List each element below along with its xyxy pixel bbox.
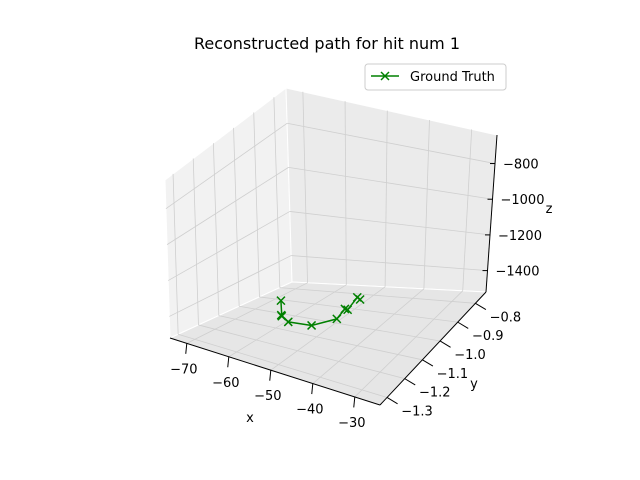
- data-point-marker: [355, 294, 365, 305]
- z-axis-label: z: [546, 202, 553, 217]
- legend: Ground Truth: [364, 63, 507, 91]
- y-tick: [439, 340, 451, 348]
- y-tick-label: −1.3: [401, 404, 433, 419]
- y-tick: [422, 359, 434, 367]
- y-tick: [404, 378, 416, 386]
- legend-label: Ground Truth: [410, 70, 495, 85]
- data-point-marker: [340, 304, 350, 314]
- y-tick-label: −1.2: [419, 386, 451, 401]
- tick-marks: −70 −60 −50 −40 −30 −1.3 −1.2 −1.1 −1.0 −0.9 −0.8 −…: [170, 158, 544, 431]
- chart-title: Reconstructed path for hit num 1: [194, 34, 460, 53]
- legend-marker: [380, 71, 390, 81]
- y-tick: [457, 321, 469, 329]
- x-tick-label: −70: [170, 362, 197, 377]
- y-tick-label: −0.8: [490, 310, 522, 325]
- legend-frame: [364, 63, 507, 91]
- y-axis-line: [379, 291, 487, 406]
- series-layer: [276, 292, 365, 330]
- data-point-marker: [276, 296, 286, 306]
- data-point-marker: [283, 317, 293, 327]
- y-axis-label: y: [470, 377, 478, 392]
- x-tick-label: −60: [212, 376, 239, 391]
- y-tick-label: −1.0: [454, 348, 486, 363]
- data-point-marker: [343, 305, 353, 315]
- z-axis-line: [485, 134, 498, 293]
- y-tick: [475, 302, 487, 311]
- x-tick: [227, 356, 230, 368]
- y-tick-label: −1.1: [437, 367, 469, 382]
- x-axis-line: [169, 337, 381, 406]
- x-tick: [311, 383, 314, 395]
- grid-lines: [165, 91, 496, 398]
- pane-backgrounds: [164, 87, 498, 406]
- y-tick: [386, 397, 398, 405]
- z-tick-label: −1200: [498, 229, 542, 244]
- z-tick-label: −1400: [496, 265, 540, 280]
- x-axis-label: x: [246, 411, 254, 426]
- z-tick-label: −800: [503, 158, 539, 173]
- axis-lines: [169, 134, 498, 406]
- x-tick: [269, 370, 272, 381]
- x-tick: [185, 343, 188, 354]
- x-tick: [353, 396, 356, 408]
- data-point-marker: [332, 314, 342, 324]
- x-tick-label: −30: [338, 416, 365, 431]
- y-tick-label: −0.9: [472, 329, 504, 344]
- data-point-marker: [276, 310, 286, 320]
- x-tick-label: −40: [296, 403, 323, 418]
- back-pane: [285, 87, 498, 293]
- data-point-marker: [307, 320, 317, 330]
- axis-labels: x y z: [246, 202, 552, 426]
- z-tick-label: −1000: [501, 193, 545, 208]
- x-tick-label: −50: [254, 389, 281, 404]
